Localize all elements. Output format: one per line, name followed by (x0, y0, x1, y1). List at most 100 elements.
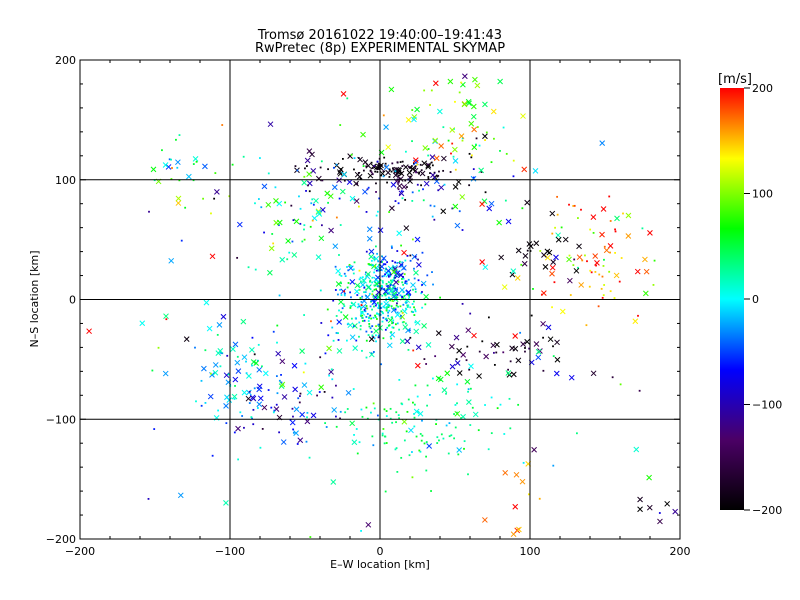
data-point-x (453, 334, 460, 341)
data-point-dot (337, 339, 340, 341)
data-point-dot (380, 284, 383, 287)
data-point-dot (438, 170, 440, 173)
data-point-x (416, 261, 422, 268)
data-point-x (392, 287, 399, 293)
data-point-dot (414, 321, 417, 324)
data-point-dot (352, 268, 355, 271)
data-point-x (386, 342, 393, 349)
data-point-x (212, 362, 219, 368)
data-point-dot (337, 293, 339, 296)
data-point-dot (373, 256, 376, 259)
data-point-dot (393, 307, 395, 310)
data-point-dot (400, 190, 403, 193)
data-point-x (276, 219, 283, 226)
data-point-dot (242, 155, 245, 158)
data-point-x (423, 293, 429, 300)
data-point-dot (418, 189, 420, 192)
data-point-dot (343, 292, 346, 295)
data-point-x (625, 212, 632, 219)
data-point-dot (402, 277, 405, 280)
data-point-x (359, 310, 366, 316)
data-point-dot (472, 176, 475, 179)
data-point-dot (404, 179, 407, 182)
data-point-x (456, 347, 462, 354)
data-point-dot (307, 184, 309, 187)
data-point-dot (385, 415, 388, 417)
data-point-x (559, 308, 566, 315)
data-point-dot (372, 444, 375, 447)
data-point-dot (335, 384, 337, 387)
data-point-dot (379, 313, 382, 316)
data-point-dot (362, 278, 365, 281)
data-point-dot (254, 268, 257, 271)
data-point-dot (413, 162, 415, 165)
data-point-dot (380, 287, 383, 290)
data-point-dot (369, 280, 371, 283)
data-point-dot (405, 301, 407, 304)
data-point-dot (221, 124, 224, 126)
data-point-dot (409, 254, 412, 257)
data-point-dot (420, 184, 422, 187)
data-point-dot (168, 158, 171, 161)
data-point-dot (362, 165, 365, 167)
data-point-dot (401, 261, 404, 264)
data-point-dot (418, 171, 421, 174)
data-point-x (459, 194, 466, 200)
data-point-dot (416, 163, 419, 166)
data-point-dot (292, 219, 295, 222)
data-point-dot (247, 266, 250, 269)
data-point-dot (394, 448, 397, 451)
data-point-dot (588, 285, 591, 288)
data-point-dot (346, 97, 349, 100)
data-point-dot (377, 260, 380, 263)
data-point-dot (409, 259, 412, 262)
data-point-dot (421, 419, 423, 422)
data-point-x (206, 325, 213, 332)
data-point-dot (335, 425, 338, 428)
data-point-dot (360, 304, 363, 306)
data-point-dot (466, 345, 469, 348)
data-point-dot (382, 170, 385, 173)
data-point-x (554, 356, 561, 363)
data-point-dot (346, 286, 349, 289)
data-point-dot (376, 252, 378, 255)
data-point-dot (378, 293, 381, 296)
data-point-dot (337, 332, 339, 335)
data-point-dot (290, 204, 293, 207)
data-point-x (471, 332, 477, 339)
data-point-dot (556, 195, 559, 198)
data-point-x (331, 184, 338, 191)
data-point-dot (385, 410, 388, 412)
data-point-x (377, 227, 384, 234)
data-point-dot (495, 351, 498, 354)
data-point-dot (395, 172, 398, 175)
data-point-x (279, 256, 286, 263)
data-point-x (353, 180, 359, 187)
data-point-x (365, 521, 372, 528)
data-point-dot (508, 397, 511, 400)
data-point-dot (490, 396, 493, 399)
data-point-dot (423, 89, 426, 92)
data-point-dot (299, 222, 302, 225)
data-point-dot (370, 317, 373, 320)
data-point-dot (340, 311, 343, 314)
data-point-dot (395, 411, 398, 414)
data-point-dot (507, 368, 509, 371)
data-point-dot (250, 416, 253, 418)
data-point-x (415, 344, 422, 351)
data-point-dot (298, 195, 300, 198)
data-point-dot (450, 434, 453, 437)
data-point-dot (200, 404, 203, 407)
data-point-dot (309, 225, 312, 228)
data-point-dot (350, 296, 352, 299)
data-point-dot (358, 269, 361, 272)
data-point-dot (335, 163, 338, 166)
data-point-dot (386, 319, 388, 322)
data-point-x (414, 362, 421, 369)
data-point-x (341, 171, 347, 178)
data-point-dot (367, 317, 370, 320)
data-point-dot (369, 327, 372, 330)
x-tick-label: −100 (215, 545, 245, 558)
data-point-dot (618, 280, 621, 283)
data-point-dot (407, 293, 410, 296)
